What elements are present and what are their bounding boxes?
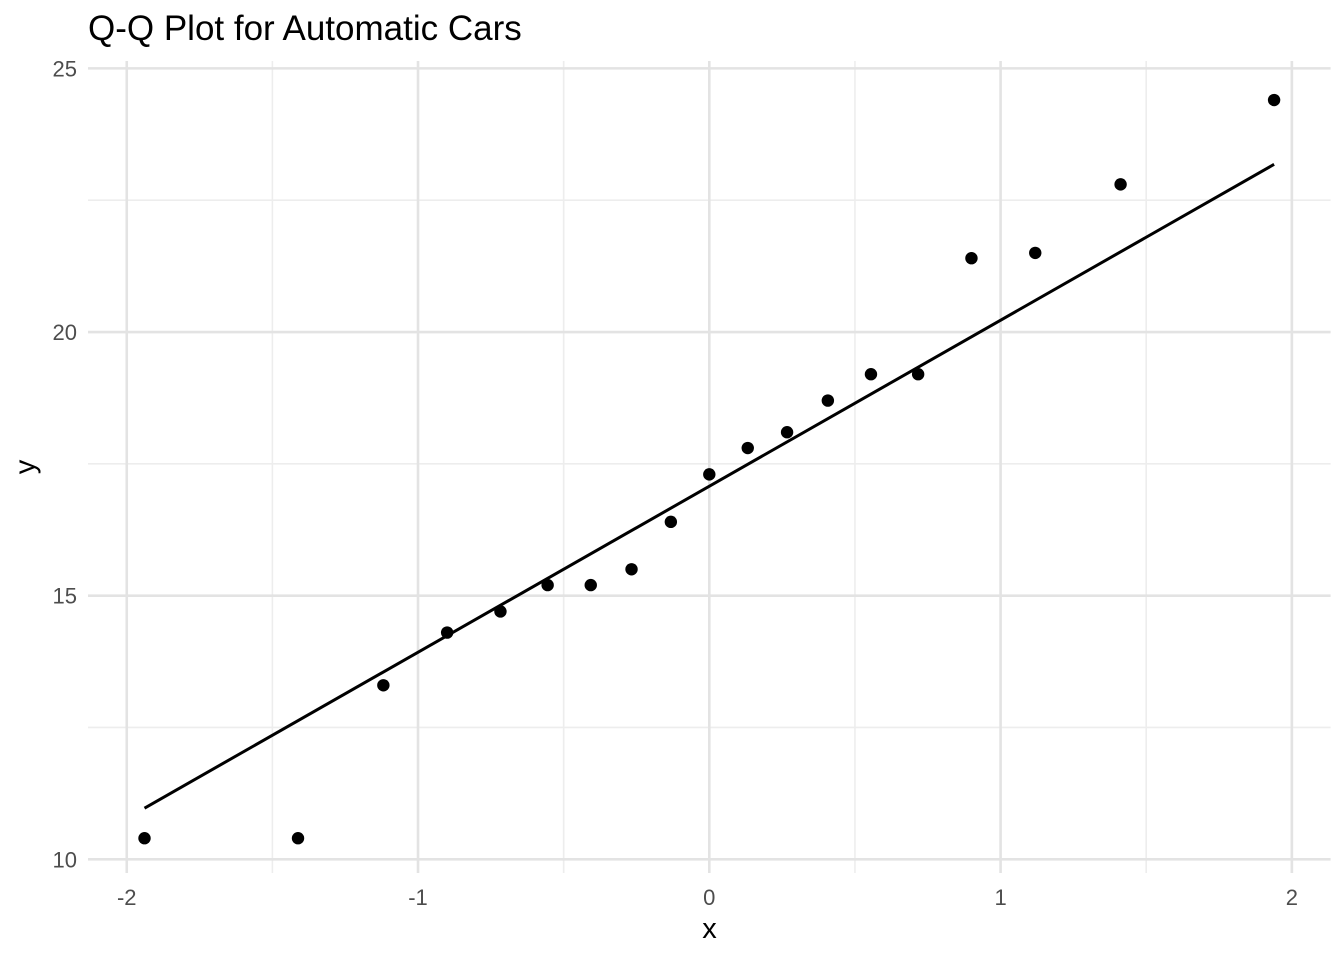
- y-axis-title: y: [9, 459, 42, 475]
- y-tick-label: 25: [53, 56, 77, 81]
- y-tick-label: 15: [53, 584, 77, 609]
- data-point: [541, 578, 554, 592]
- data-point: [138, 832, 151, 845]
- data-point: [965, 252, 978, 265]
- data-point: [377, 679, 390, 692]
- axis-tick-labels: -2 -1 0 1 2 10 15 20 25: [53, 56, 1298, 910]
- major-gridlines: [88, 61, 1331, 873]
- x-tick-label: 0: [703, 885, 715, 910]
- x-tick-label: 1: [994, 885, 1006, 910]
- x-tick-label: 2: [1286, 885, 1298, 910]
- data-point: [1114, 178, 1127, 191]
- data-point: [821, 394, 835, 407]
- y-tick-label: 10: [53, 847, 77, 872]
- data-point: [625, 563, 638, 576]
- data-point: [584, 578, 597, 592]
- data-point: [1029, 246, 1042, 260]
- data-point: [1267, 93, 1281, 107]
- data-point: [864, 368, 878, 381]
- qq-reference-line: [143, 163, 1275, 810]
- x-tick-label: -2: [117, 885, 137, 910]
- x-tick-label: -1: [408, 885, 428, 910]
- x-axis-title: x: [702, 913, 717, 945]
- plot-title: Q-Q Plot for Automatic Cars: [88, 9, 522, 48]
- data-point: [780, 426, 794, 439]
- data-point: [911, 368, 925, 381]
- y-tick-label: 20: [53, 320, 77, 345]
- data-point: [664, 515, 678, 529]
- data-point: [494, 605, 507, 618]
- data-point: [291, 832, 305, 845]
- data-point: [741, 441, 754, 455]
- series-layer: [138, 93, 1281, 845]
- data-point: [440, 626, 454, 639]
- data-point: [703, 468, 716, 481]
